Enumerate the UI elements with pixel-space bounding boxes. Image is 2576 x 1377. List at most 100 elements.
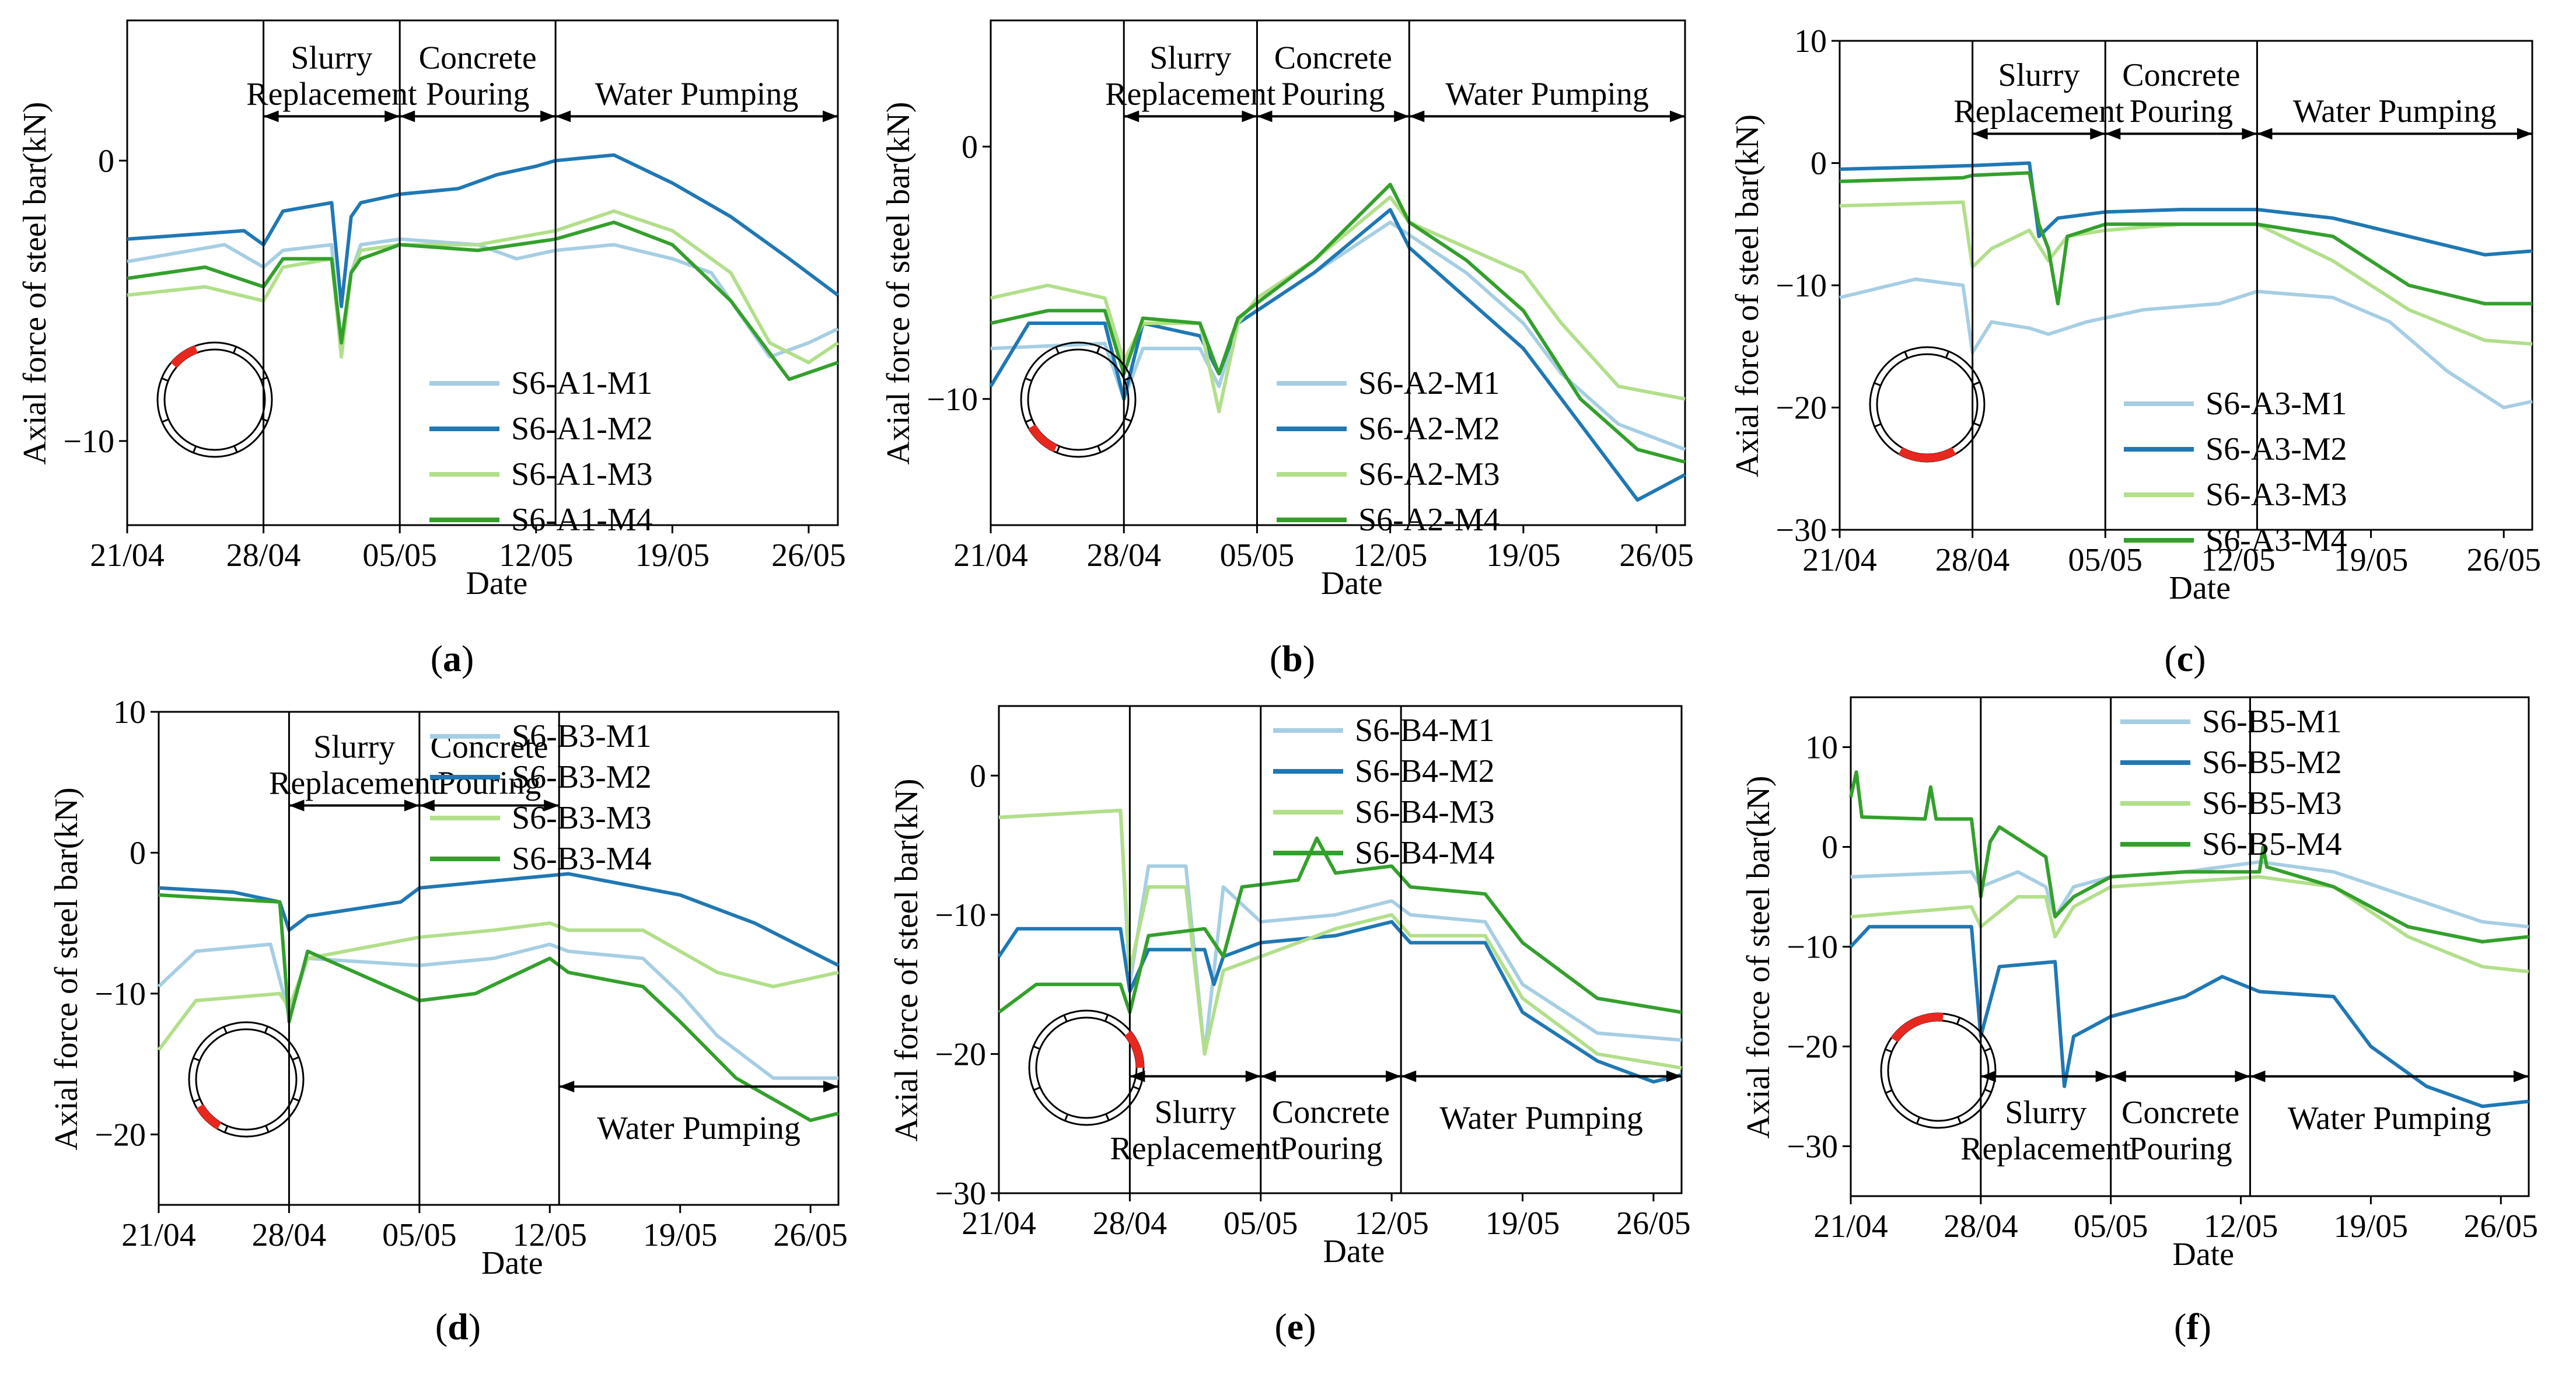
phase-arrowhead <box>1257 110 1273 123</box>
y-axis-label: Axial force of steel bar(kN) <box>48 788 85 1151</box>
x-axis-label: Date <box>1321 565 1383 602</box>
x-tick-label: 26/05 <box>1616 1205 1691 1242</box>
phase-arrowhead <box>400 110 415 123</box>
ring-joint <box>1874 423 1882 428</box>
y-axis-label: Axial force of steel bar(kN) <box>1740 776 1777 1139</box>
phase-arrowhead <box>385 110 400 123</box>
y-tick-label: −10 <box>1775 268 1827 304</box>
ring-joint <box>292 1056 299 1061</box>
plot-frame <box>126 19 839 526</box>
panel-label: (e) <box>1274 1306 1316 1347</box>
x-tick-label: 19/05 <box>1486 1205 1560 1242</box>
panel-label-open: ( <box>1270 638 1282 679</box>
y-tick-label: −30 <box>935 1176 986 1212</box>
series-line-S6-B5-M2 <box>1849 925 2529 1109</box>
ring-joint <box>1064 1114 1069 1121</box>
legend-label: S6-B3-M1 <box>512 718 652 754</box>
ring-joint <box>1105 1113 1110 1121</box>
phase-arrowhead <box>823 110 838 123</box>
panel-label: (f) <box>2174 1306 2211 1347</box>
phase-arrowhead <box>2250 1070 2266 1082</box>
phase-label-concrete: Concrete <box>2122 57 2240 93</box>
x-tick-label: 21/04 <box>1813 1208 1888 1245</box>
panel-label-letter: e <box>1287 1306 1303 1347</box>
y-tick-label: 0 <box>1822 830 1838 866</box>
x-tick-label: 12/05 <box>499 537 574 574</box>
plot-frame <box>998 705 1683 1194</box>
series-line-S6-A2-M2 <box>989 208 1686 502</box>
phase-arrowhead <box>1245 1070 1261 1082</box>
x-tick-label: 19/05 <box>2334 1208 2409 1245</box>
legend-label: S6-B4-M4 <box>1355 835 1495 871</box>
ring-joint <box>292 1097 300 1102</box>
ring-joint <box>161 377 169 382</box>
phase-arrowhead <box>289 799 305 812</box>
x-tick-label: 28/04 <box>1093 1205 1168 1242</box>
ring-joint <box>232 346 237 354</box>
phase-arrowhead <box>1124 110 1140 123</box>
phase-label-concrete: Concrete <box>419 40 537 76</box>
x-axis-label: Date <box>481 1245 543 1281</box>
legend-label: S6-B3-M4 <box>512 841 652 877</box>
y-tick-label: −20 <box>95 1117 146 1153</box>
legend-label: S6-A1-M4 <box>511 502 653 538</box>
phase-arrowhead <box>2110 1070 2126 1082</box>
ring-section-icon <box>188 1021 305 1138</box>
phase-label-pouring: Pouring <box>1279 1131 1382 1167</box>
x-tick-label: 19/05 <box>643 1217 718 1253</box>
phase-arrowhead <box>263 110 279 123</box>
ring-joint <box>260 376 268 381</box>
x-tick-label: 26/05 <box>1619 537 1694 574</box>
measured-position-arc <box>1890 1013 1944 1043</box>
phase-arrowhead <box>1401 1070 1417 1082</box>
y-tick-label: −10 <box>935 897 986 934</box>
ring-joint <box>233 445 238 453</box>
x-tick-label: 05/05 <box>362 537 437 574</box>
phase-arrowhead <box>1972 128 1988 140</box>
phase-label-replacement: Replacement <box>1110 1131 1281 1167</box>
phase-arrowhead <box>544 799 560 812</box>
panel-label-close: ) <box>462 638 474 679</box>
phase-label-pouring: Pouring <box>1281 76 1385 112</box>
series-line-S6-B5-M4 <box>1849 770 2529 943</box>
x-tick-label: 26/05 <box>771 537 846 574</box>
legend-label: S6-A1-M1 <box>511 365 653 401</box>
ring-joint <box>193 1098 201 1103</box>
legend-label: S6-B5-M2 <box>2202 745 2342 781</box>
ring-joint <box>1945 351 1950 358</box>
ring-joint <box>264 1026 269 1033</box>
measured-position-arc <box>196 1104 222 1130</box>
legend-label: S6-B4-M1 <box>1355 712 1495 749</box>
panel-label: (a) <box>431 638 474 679</box>
panel-label-open: ( <box>1274 1306 1287 1347</box>
y-tick-label: 0 <box>130 835 146 871</box>
x-tick-label: 21/04 <box>1802 542 1877 578</box>
phase-arrowhead <box>1670 110 1685 123</box>
x-tick-label: 28/04 <box>252 1217 327 1253</box>
phase-label-replacement: Replacement <box>246 76 417 112</box>
ring-joint <box>193 1057 200 1062</box>
series-line-S6-B4-M2 <box>997 920 1682 1084</box>
x-tick-label: 26/05 <box>2466 542 2541 578</box>
y-tick-label: −20 <box>935 1036 986 1072</box>
series-line-S6-A3-M1 <box>1839 277 2533 410</box>
panel-label-open: ( <box>2174 1306 2186 1347</box>
ring-joint <box>1904 351 1909 359</box>
phase-arrowhead <box>2095 1070 2111 1082</box>
y-tick-label: −20 <box>1775 390 1827 427</box>
x-tick-label: 21/04 <box>121 1217 196 1253</box>
series-line-S6-B3-M2 <box>158 872 840 967</box>
phase-arrowhead <box>404 799 420 812</box>
phase-label-slurry: Slurry <box>1155 1095 1236 1131</box>
ring-joint <box>1984 1047 1991 1052</box>
phase-label-pouring: Pouring <box>438 766 541 802</box>
phase-arrowhead <box>1386 1070 1401 1082</box>
y-axis-label: Axial force of steel bar(kN) <box>1729 114 1766 477</box>
x-tick-label: 19/05 <box>635 537 710 574</box>
x-tick-label: 05/05 <box>2074 1208 2148 1245</box>
measured-position-arc <box>1124 1030 1144 1068</box>
ring-joint <box>1033 1045 1040 1050</box>
ring-joint <box>223 1026 228 1034</box>
y-tick-label: −10 <box>63 424 114 460</box>
y-tick-label: 0 <box>970 758 986 794</box>
